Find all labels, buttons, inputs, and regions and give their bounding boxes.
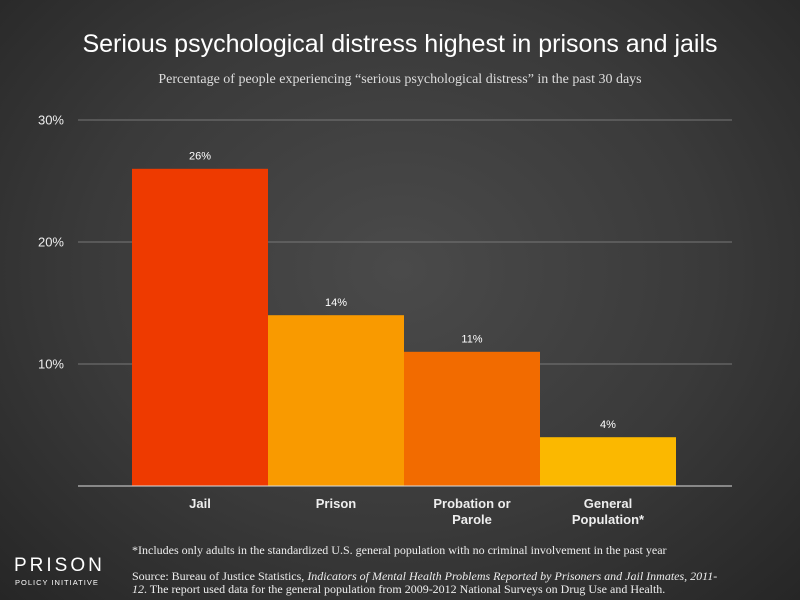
y-tick-label: 30% — [37, 112, 64, 128]
data-label: 26% — [189, 151, 211, 163]
logo-top: PRISON — [14, 555, 105, 576]
bar — [268, 315, 404, 486]
x-tick-label: Jail — [189, 496, 211, 511]
data-label: 11% — [461, 334, 482, 346]
x-tick-label: General Population* — [571, 496, 645, 527]
bar — [540, 437, 676, 486]
logo-bottom: POLICY INITIATIVE — [15, 578, 99, 587]
footnote: *Includes only adults in the standardize… — [132, 543, 667, 557]
data-label: 14% — [325, 297, 347, 309]
source-prefix: Source: Bureau of Justice Statistics, — [132, 569, 308, 583]
x-tick-label: Prison — [315, 496, 357, 511]
chart-title: Serious psychological distress highest i… — [82, 30, 718, 58]
data-label: 4% — [600, 419, 616, 431]
source-title: Indicators of Mental Health Problems Rep… — [132, 569, 718, 596]
chart-subtitle: Percentage of people experiencing “serio… — [158, 72, 642, 87]
x-tick-label: Probation or Parole — [433, 496, 511, 527]
source: Source: Bureau of Justice Statistics, In… — [132, 570, 732, 596]
bar — [404, 351, 540, 486]
y-tick-label: 10% — [37, 356, 64, 372]
bar — [132, 168, 268, 487]
source-suffix: . The report used data for the general p… — [144, 582, 666, 596]
y-tick-label: 20% — [37, 234, 64, 250]
